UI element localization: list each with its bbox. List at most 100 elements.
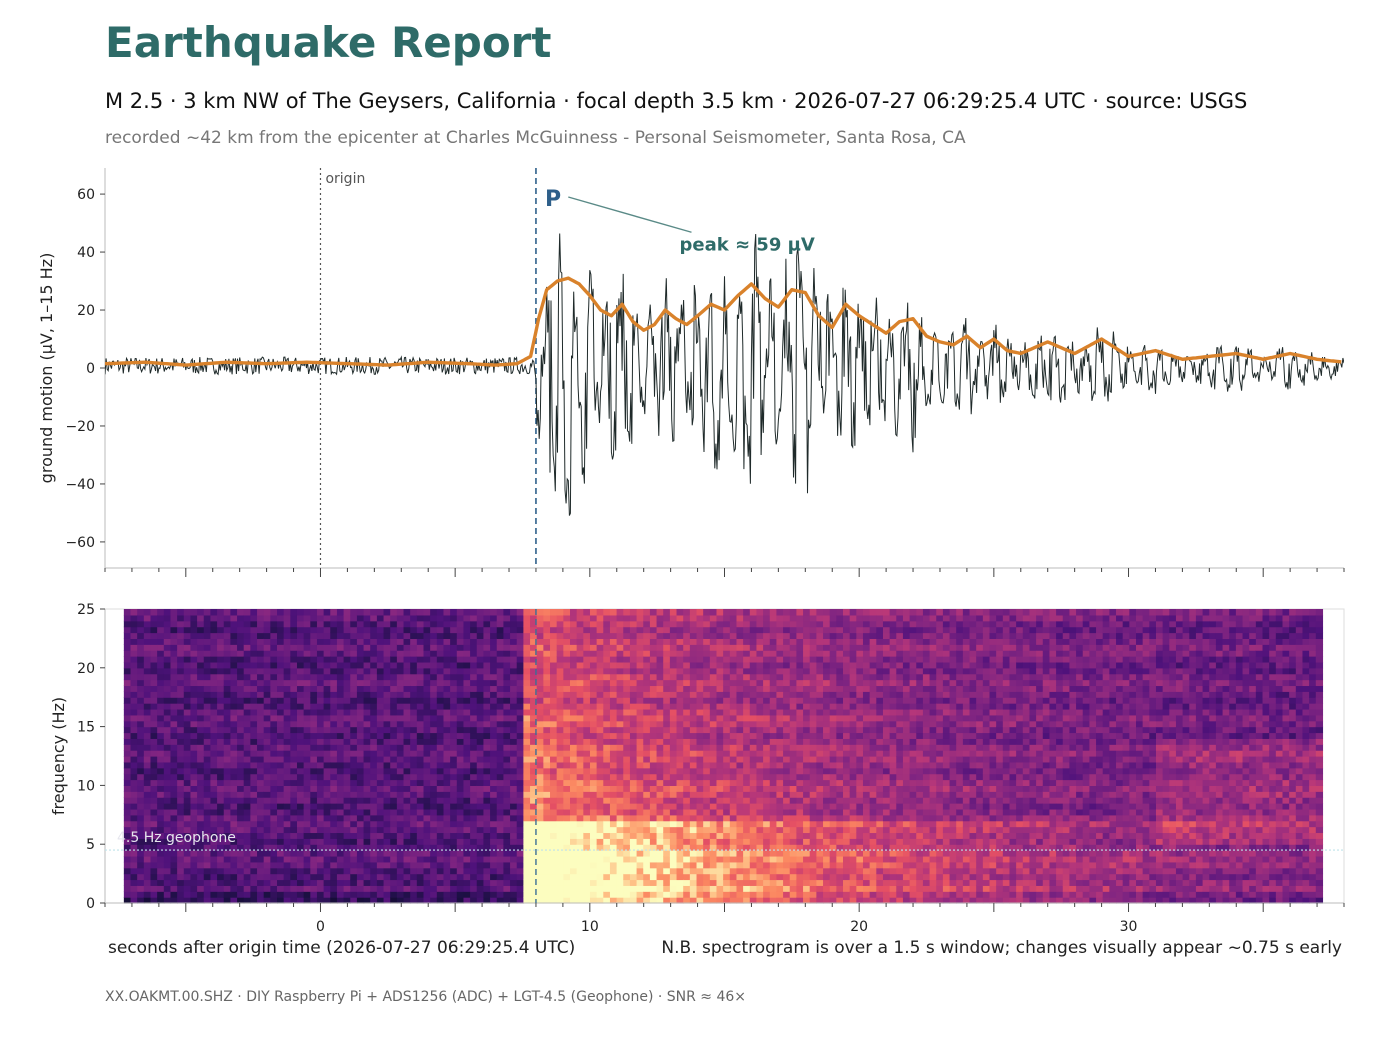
waveform-y-tick-label: −20 (65, 419, 95, 435)
spectrogram-cell (323, 697, 331, 704)
spectrogram-cell (476, 873, 485, 881)
spectrogram-cell (323, 832, 331, 839)
spectrogram-cell (729, 761, 738, 769)
spectrogram-cell (277, 656, 285, 663)
spectrogram-cell (277, 779, 285, 786)
spectrogram-cell (709, 703, 718, 710)
spectrogram-cell (403, 785, 411, 792)
spectrogram-cell (343, 726, 351, 734)
spectrogram-cell (736, 820, 744, 828)
spectrogram-cell (163, 656, 172, 663)
spectrogram-cell (556, 873, 564, 881)
spectrogram-cell (543, 614, 551, 622)
spectrogram-cell (303, 720, 311, 728)
spectrogram-cell (463, 673, 471, 681)
spectrogram-cell (649, 808, 658, 816)
spectrogram-cell (410, 609, 418, 616)
spectrogram-cell (217, 661, 225, 669)
spectrogram-cell (749, 855, 758, 863)
spectrogram-cell (203, 838, 212, 845)
spectrogram-cell (703, 867, 711, 875)
spectrogram-cell (723, 614, 731, 622)
spectrogram-cell (736, 861, 744, 869)
spectrogram-cell (609, 697, 618, 704)
spectrogram-cell (257, 779, 265, 786)
spectrogram-cell (563, 879, 571, 886)
spectrogram-cell (270, 697, 278, 704)
spectrogram-cell (490, 650, 498, 657)
spectrogram-cell (743, 797, 751, 804)
spectrogram-cell (523, 726, 531, 734)
spectrogram-cell (503, 844, 511, 851)
spectrogram-cell (430, 844, 438, 851)
spectrogram-cell (370, 656, 378, 663)
spectrogram-cell (756, 797, 764, 804)
spectrogram-cell (443, 867, 451, 875)
spectrogram-cell (137, 767, 145, 775)
spectrogram-cell (336, 644, 345, 651)
spectrogram-cell (669, 832, 678, 839)
spectrogram-cell (376, 685, 385, 692)
spectrogram-cell (163, 761, 172, 769)
spectrogram-cell (210, 814, 218, 822)
spectrogram-cell (403, 832, 411, 839)
spectrogram-cell (243, 726, 251, 734)
spectrogram-cell (436, 714, 445, 722)
spectrogram-cell (203, 609, 212, 616)
spectrogram-cell (563, 714, 571, 722)
spectrogram-cell (336, 661, 345, 669)
spectrogram-cell (603, 838, 611, 845)
spectrogram-cell (197, 609, 205, 616)
spectrogram-cell (396, 761, 405, 769)
spectrogram-cell (663, 720, 671, 728)
spectrogram-cell (356, 673, 365, 681)
spectrogram-cell (483, 773, 491, 781)
spectrogram-cell (476, 708, 485, 716)
spectrogram-cell (243, 814, 251, 822)
spectrogram-cell (683, 844, 691, 851)
spectrogram-cell (743, 861, 751, 869)
spectrogram-cell (616, 685, 624, 692)
spectrogram-cell (237, 632, 245, 639)
spectrogram-cell (483, 756, 491, 763)
spectrogram-cell (450, 638, 458, 645)
spectrogram-cell (396, 767, 405, 775)
spectrogram-cell (283, 885, 291, 892)
spectrogram-cell (609, 726, 618, 734)
spectrogram-cell (243, 861, 251, 869)
spectrogram-cell (616, 656, 624, 663)
spectrogram-cell (197, 820, 205, 828)
spectrogram-cell (583, 650, 591, 657)
spectrogram-cell (583, 891, 591, 898)
spectrogram-cell (663, 867, 671, 875)
spectrogram-cell (709, 679, 718, 687)
spectrogram-cell (703, 744, 711, 751)
spectrogram-cell (170, 855, 178, 863)
spectrogram-cell (396, 661, 405, 669)
spectrogram-cell (570, 867, 578, 875)
spectrogram-cell (323, 879, 331, 886)
spectrogram-cell (603, 667, 611, 675)
spectrogram-cell (556, 626, 564, 634)
spectrogram-cell (623, 838, 631, 845)
spectrogram-cell (283, 732, 291, 739)
spectrogram-cell (556, 697, 564, 704)
spectrogram-cell (616, 756, 624, 763)
spectrogram-cell (270, 650, 278, 657)
spectrogram-cell (396, 885, 405, 892)
spectrogram-cell (283, 803, 291, 810)
spectrogram-cell (570, 773, 578, 781)
spectrogram-cell (250, 609, 258, 616)
spectrogram-cell (669, 703, 678, 710)
spectrogram-cell (383, 879, 391, 886)
spectrogram-cell (669, 785, 678, 792)
spectrogram-cell (503, 797, 511, 804)
spectrogram-cell (629, 697, 638, 704)
spectrogram-cell (703, 738, 711, 745)
spectrogram-cell (383, 609, 391, 616)
spectrogram-cell (443, 803, 451, 810)
spectrogram-cell (296, 685, 305, 692)
spectrogram-cell (669, 826, 678, 834)
spectrogram-cell (177, 703, 185, 710)
spectrogram-cell (636, 667, 644, 675)
